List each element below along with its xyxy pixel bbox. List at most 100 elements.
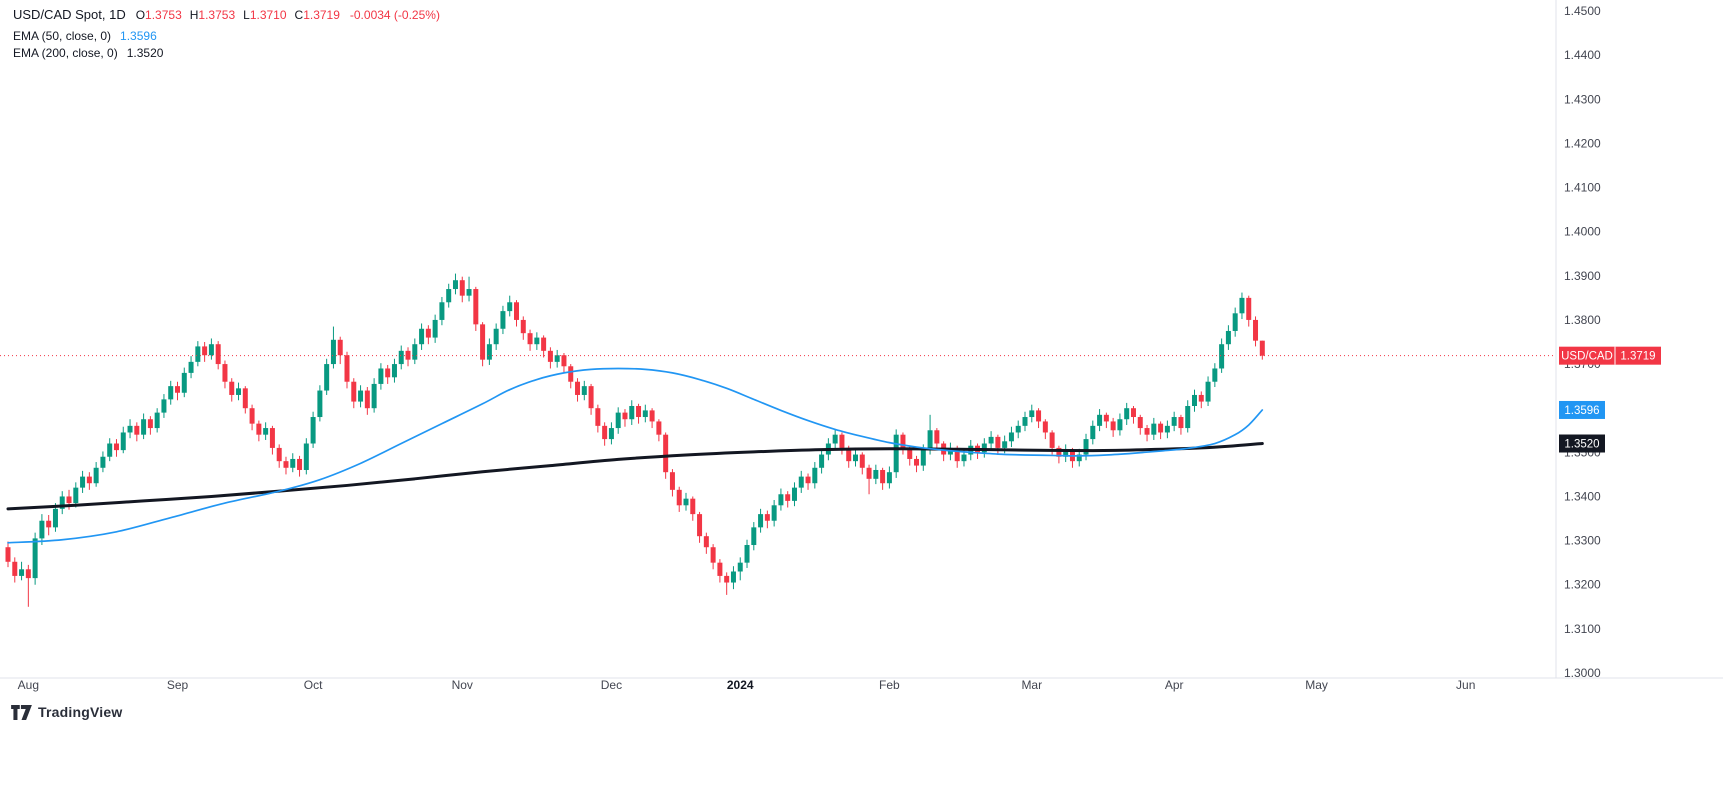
candle-body-up: [927, 430, 933, 451]
candle-body-up: [1185, 405, 1191, 429]
candle-body-up: [798, 476, 804, 488]
candle-body-up: [507, 302, 513, 312]
candle-body-down: [385, 368, 391, 378]
candle-body-down: [297, 458, 303, 470]
candle-body-down: [717, 562, 723, 576]
candle-body-up: [80, 476, 86, 488]
change-value: -0.0034 (-0.25%): [349, 8, 440, 22]
candle-body-up: [1225, 330, 1231, 345]
candle-body-up: [127, 425, 133, 433]
time-axis-label: Nov: [452, 678, 473, 692]
ema50-badge: 1.3596: [1559, 400, 1605, 419]
candle-body-up: [730, 571, 736, 583]
candle-body-up: [1015, 425, 1021, 433]
candle-body-up: [1192, 394, 1197, 406]
candle-body-down: [175, 386, 180, 393]
candle-body-down: [344, 355, 350, 382]
candle-body-down: [1042, 421, 1048, 433]
candle-body-down: [934, 430, 940, 444]
candle-body-up: [236, 388, 242, 395]
candle-body-down: [364, 390, 370, 409]
candle-body-up: [452, 280, 458, 290]
legend-ema50-row[interactable]: EMA (50, close, 0) 1.3596: [13, 29, 440, 43]
candle-body-down: [703, 536, 709, 548]
candle-body-up: [534, 337, 540, 345]
candle-body-up: [1083, 439, 1089, 455]
time-axis[interactable]: Aug Sep Oct Nov Dec 2024 Feb Mar Apr May Jun: [18, 678, 1476, 692]
ema200-line: [6, 442, 1264, 511]
candle-body-down: [222, 364, 228, 382]
candle-body-down: [764, 514, 770, 521]
candle-body-down: [1259, 340, 1265, 356]
candle-body-down: [649, 410, 655, 422]
chart-legend: USD/CAD Spot, 1D O 1.3753 H 1.3753 L 1.3710…: [13, 7, 440, 63]
candle-body-up: [330, 339, 336, 365]
candle-body-up: [466, 289, 472, 296]
candle-body-up: [371, 383, 377, 409]
time-axis-label: May: [1305, 678, 1328, 692]
time-axis-label: 2024: [727, 678, 754, 692]
price-axis-label: 1.4500: [1564, 4, 1601, 18]
candle-body-down: [1036, 410, 1042, 422]
candle-body-up: [168, 386, 174, 400]
candle-body-down: [86, 476, 92, 484]
price-axis-label: 1.3300: [1564, 534, 1601, 548]
candle-body-down: [256, 423, 262, 435]
candle-body-down: [1130, 408, 1136, 418]
candle-body-up: [208, 344, 214, 356]
candle-body-down: [269, 428, 275, 448]
candle-body-up: [1022, 417, 1028, 426]
candle-body-up: [683, 498, 689, 506]
candle-body-down: [595, 408, 601, 426]
candle-body-down: [1056, 447, 1062, 457]
candle-body-up: [412, 344, 418, 360]
candle-body-up: [988, 436, 994, 444]
candle-body-up: [310, 417, 316, 444]
time-axis-label: Sep: [167, 678, 189, 692]
candle-body-up: [391, 364, 397, 378]
ema200-badge: 1.3520: [1559, 434, 1605, 453]
candle-body-up: [120, 432, 126, 451]
open-value: O 1.3753: [135, 8, 182, 22]
candle-body-up: [581, 386, 587, 395]
candle-body-up: [608, 428, 614, 440]
candle-body-down: [622, 412, 628, 420]
tradingview-attribution[interactable]: TradingView: [11, 704, 122, 720]
candle-body-up: [1090, 425, 1096, 440]
ema50-badge-text: 1.3596: [1564, 405, 1599, 417]
price-axis-label: 1.3400: [1564, 489, 1601, 503]
candle-body-down: [5, 547, 11, 562]
candle-body-up: [141, 419, 147, 435]
legend-symbol-row[interactable]: USD/CAD Spot, 1D O 1.3753 H 1.3753 L 1.3710…: [13, 7, 440, 22]
candle-body-down: [907, 447, 913, 459]
price-axis-label: 1.4400: [1564, 48, 1601, 62]
candle-body-down: [1137, 417, 1143, 429]
axis-separators: [0, 0, 1723, 679]
candle-body-down: [1103, 414, 1109, 422]
candle-body-up: [819, 454, 825, 468]
candle-body-down: [697, 514, 703, 537]
price-axis[interactable]: 1.30001.31001.32001.33001.34001.35001.36…: [1564, 4, 1601, 680]
axis-badges: USD/CAD 1.3719 1.3596 1.3520: [1559, 346, 1661, 453]
candle-body-up: [812, 467, 818, 484]
candle-body-down: [839, 434, 845, 448]
price-axis-label: 1.4300: [1564, 92, 1601, 106]
candle-body-up: [1212, 368, 1218, 382]
candle-body-down: [676, 489, 682, 506]
legend-ema200-row[interactable]: EMA (200, close, 0) 1.3520: [13, 46, 440, 60]
candle-body-down: [1110, 421, 1116, 431]
time-axis-label: Oct: [304, 678, 323, 692]
candle-body-up: [446, 289, 452, 303]
candle-body-up: [100, 456, 106, 468]
ema50-value: 1.3596: [120, 29, 157, 43]
time-axis-label: Dec: [601, 678, 622, 692]
price-axis-label: 1.3000: [1564, 666, 1601, 680]
candle-body-down: [242, 388, 248, 409]
ema50-line: [7, 367, 1264, 544]
candle-body-up: [853, 454, 858, 462]
candle-body-up: [737, 562, 743, 572]
price-axis-label: 1.3900: [1564, 269, 1601, 283]
candle-body-down: [215, 344, 221, 365]
candle-body-down: [283, 461, 289, 468]
